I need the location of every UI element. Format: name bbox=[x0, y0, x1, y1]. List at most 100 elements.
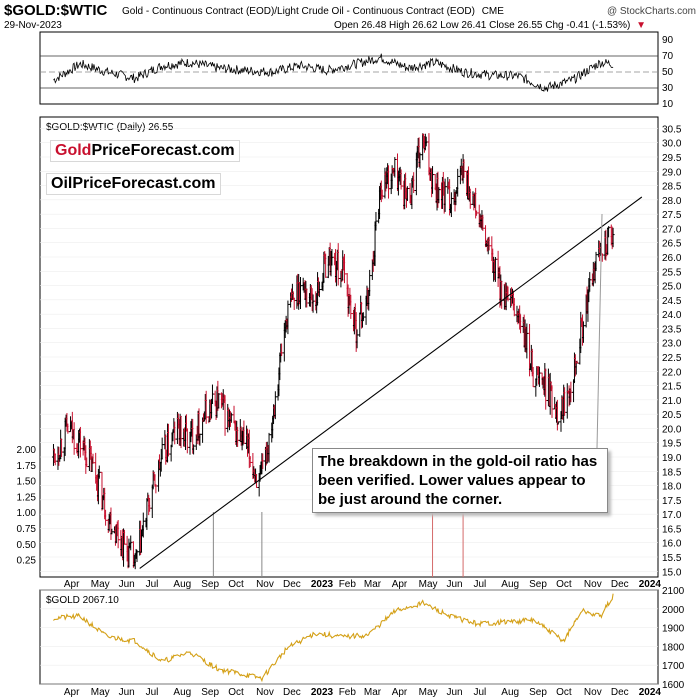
price-tick-label: 22.0 bbox=[662, 367, 682, 378]
price-tick-label: 15.5 bbox=[662, 553, 682, 564]
price-left-tick-label: 1.25 bbox=[17, 492, 37, 503]
price-x-label: Jul bbox=[473, 579, 486, 590]
gold-x-label: Oct bbox=[556, 687, 572, 698]
gold-tick-label: 1800 bbox=[662, 642, 685, 653]
price-tick-label: 25.0 bbox=[662, 282, 682, 293]
price-tick-label: 15.0 bbox=[662, 567, 682, 578]
price-tick-label: 27.0 bbox=[662, 224, 682, 235]
credit-text: @ StockCharts.com bbox=[607, 6, 696, 17]
price-tick-label: 30.5 bbox=[662, 124, 682, 135]
exchange-text: CME bbox=[482, 6, 505, 17]
logo-gold-word: Gold bbox=[55, 142, 92, 159]
price-tick-label: 26.5 bbox=[662, 239, 682, 250]
price-x-label: Oct bbox=[228, 579, 244, 590]
gold-x-label: Nov bbox=[256, 687, 274, 698]
price-x-label: May bbox=[91, 579, 110, 590]
gold-x-label: Dec bbox=[611, 687, 629, 698]
gold-x-label: Oct bbox=[228, 687, 244, 698]
rsi-axis-ticks: 90 70 50 30 10 bbox=[662, 35, 674, 110]
price-x-label: Feb bbox=[339, 579, 357, 590]
price-tick-label: 16.0 bbox=[662, 539, 682, 550]
price-tick-label: 20.0 bbox=[662, 424, 682, 435]
price-tick-label: 22.5 bbox=[662, 353, 682, 364]
gold-tick-label: 2000 bbox=[662, 605, 685, 616]
price-panel-label: $GOLD:$WTIC (Daily) 26.55 bbox=[46, 122, 174, 133]
price-x-label: Dec bbox=[611, 579, 629, 590]
price-x-label: Mar bbox=[364, 579, 382, 590]
price-x-label: May bbox=[419, 579, 438, 590]
gold-series bbox=[53, 593, 614, 683]
price-tick-label: 28.5 bbox=[662, 182, 682, 193]
price-tick-label: 17.5 bbox=[662, 496, 682, 507]
price-tick-label: 21.5 bbox=[662, 382, 682, 393]
price-tick-label: 18.5 bbox=[662, 467, 682, 478]
gold-x-label: May bbox=[91, 687, 110, 698]
gold-x-label: 2023 bbox=[311, 687, 334, 698]
price-left-tick-label: 1.75 bbox=[17, 461, 37, 472]
gold-panel-label: $GOLD 2067.10 bbox=[46, 595, 119, 606]
gold-grid bbox=[40, 589, 658, 685]
price-ohlc-bars bbox=[51, 133, 615, 570]
price-x-label: Jun bbox=[447, 579, 463, 590]
price-tick-label: 29.0 bbox=[662, 167, 682, 178]
ohlc-values: Open 26.48 High 26.62 Low 26.41 Close 26… bbox=[334, 20, 630, 31]
gold-tick-label: 2100 bbox=[662, 586, 685, 597]
price-x-label: Apr bbox=[64, 579, 80, 590]
price-tick-label: 21.0 bbox=[662, 396, 682, 407]
price-tick-label: 17.0 bbox=[662, 510, 682, 521]
price-x-label: Nov bbox=[256, 579, 274, 590]
annotation-box: The breakdown in the gold-oil ratio has … bbox=[312, 448, 608, 513]
symbol-title: $GOLD:$WTIC bbox=[4, 2, 107, 19]
price-tick-label: 16.5 bbox=[662, 524, 682, 535]
price-tick-label: 25.5 bbox=[662, 267, 682, 278]
gold-x-label: Sep bbox=[201, 687, 219, 698]
symbol-description: Gold - Continuous Contract (EOD)/Light C… bbox=[122, 6, 504, 17]
price-grid bbox=[40, 128, 658, 572]
gold-x-label: Apr bbox=[392, 687, 408, 698]
price-trendline bbox=[139, 196, 643, 569]
price-tick-label: 19.0 bbox=[662, 453, 682, 464]
gold-x-axis-labels: Apr May Jun Jul Aug Sep Oct Nov Dec 2023 Feb Mar Apr… bbox=[64, 687, 662, 698]
price-vertical-markers bbox=[212, 512, 464, 577]
price-tick-label: 23.5 bbox=[662, 324, 682, 335]
gold-x-label: Feb bbox=[339, 687, 357, 698]
price-x-label: Aug bbox=[501, 579, 519, 590]
rsi-tick-label: 10 bbox=[662, 99, 674, 110]
price-left-tick-label: 1.50 bbox=[17, 477, 37, 488]
logo-oil-text: OilPriceForecast.com bbox=[51, 175, 216, 192]
price-left-tick-label: 2.00 bbox=[17, 445, 37, 456]
gold-x-label: Nov bbox=[584, 687, 602, 698]
price-left-tick-label: 0.75 bbox=[17, 524, 37, 535]
price-tick-label: 19.5 bbox=[662, 439, 682, 450]
oilpriceforecast-logo: OilPriceForecast.com bbox=[46, 173, 221, 195]
goldpriceforecast-logo: GoldPriceForecast.com bbox=[50, 140, 240, 162]
price-tick-label: 29.5 bbox=[662, 153, 682, 164]
price-tick-label: 18.0 bbox=[662, 482, 682, 493]
rsi-series bbox=[53, 53, 614, 92]
price-tick-label: 23.0 bbox=[662, 339, 682, 350]
rsi-tick-label: 30 bbox=[662, 83, 674, 94]
gold-x-label: Mar bbox=[364, 687, 382, 698]
ohlc-text: Open 26.48 High 26.62 Low 26.41 Close 26… bbox=[334, 20, 646, 31]
rsi-tick-label: 90 bbox=[662, 35, 674, 46]
date-text: 29-Nov-2023 bbox=[4, 20, 62, 31]
price-tick-label: 26.0 bbox=[662, 253, 682, 264]
gold-x-label: Jul bbox=[146, 687, 159, 698]
price-x-label: Apr bbox=[392, 579, 408, 590]
rsi-tick-label: 70 bbox=[662, 51, 674, 62]
gold-tick-label: 1900 bbox=[662, 624, 685, 635]
gold-x-label: Aug bbox=[501, 687, 519, 698]
change-marker: ▼ bbox=[636, 20, 646, 31]
price-left-tick-label: 1.00 bbox=[17, 508, 37, 519]
gold-price-line bbox=[53, 593, 614, 683]
gold-axis-ticks: 2100 2000 1900 1800 1700 1600 bbox=[662, 586, 685, 691]
price-x-label: Oct bbox=[556, 579, 572, 590]
price-x-label: Sep bbox=[201, 579, 219, 590]
price-left-tick-label: 0.50 bbox=[17, 540, 37, 551]
price-tick-label: 20.5 bbox=[662, 410, 682, 421]
price-tick-label: 28.0 bbox=[662, 196, 682, 207]
price-left-tick-label: 0.25 bbox=[17, 556, 37, 567]
price-axis-ticks: 30.5 30.0 29.5 29.0 28.5 28.0 27.5 27.0 26.5 26.0… bbox=[17, 124, 682, 578]
gold-tick-label: 1600 bbox=[662, 680, 685, 691]
